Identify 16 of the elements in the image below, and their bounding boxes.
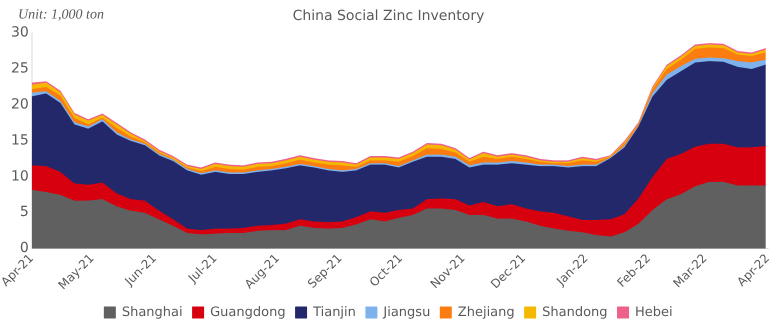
text: Unit: 1,000 ton (18, 8, 104, 23)
legend-label: Jiangsu (382, 304, 430, 320)
y-tick-label: 10 (10, 168, 29, 184)
legend-label: Shandong (542, 304, 608, 320)
y-tick-label: 0 (20, 240, 29, 256)
legend-label: Zhejiang (458, 304, 515, 320)
chart-title: China Social Zinc Inventory (292, 8, 484, 24)
legend-label: Shanghai (122, 304, 183, 320)
y-tick-label: 15 (10, 132, 29, 148)
legend-label: Guangdong (210, 304, 286, 320)
y-tick-label: 20 (10, 96, 29, 112)
y-tick-label: 25 (10, 60, 29, 76)
y-tick-label: 30 (10, 24, 29, 40)
legend-label: Hebei (635, 304, 673, 320)
legend-label: Tianjin (312, 304, 356, 320)
y-tick-label: 5 (20, 204, 29, 220)
